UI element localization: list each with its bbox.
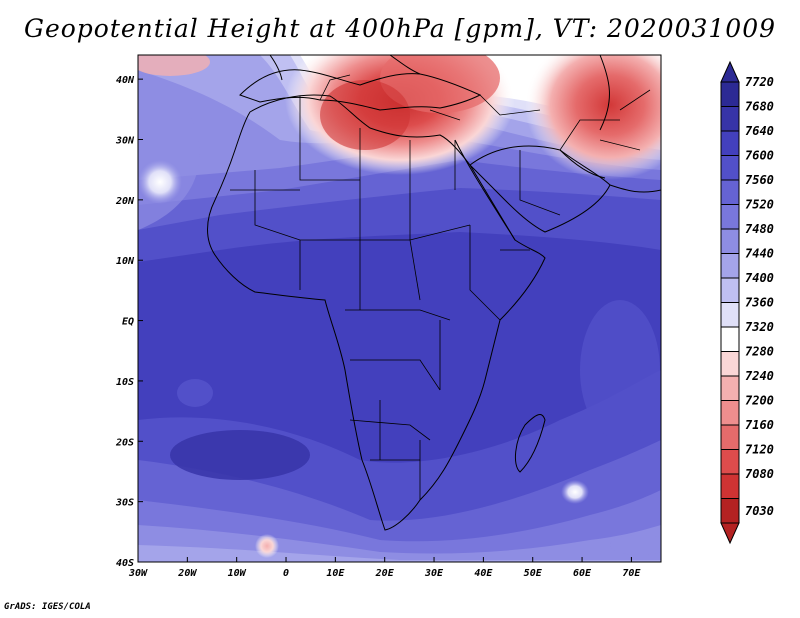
colorbar-swatch	[720, 81, 740, 107]
colorbar-label: 7080	[745, 467, 774, 481]
colorbar-swatch	[720, 179, 740, 205]
colorbar-label: 7120	[745, 443, 774, 457]
lon-tick-label: 20W	[177, 568, 197, 579]
lon-tick-label: 60E	[573, 568, 592, 579]
colorbar-swatch	[720, 498, 740, 524]
lat-tick-label: EQ	[122, 317, 134, 328]
colorbar-swatch	[720, 400, 740, 426]
colorbar-label: 7520	[745, 198, 774, 212]
colorbar-label: 7240	[745, 369, 774, 383]
lat-tick-label: 20S	[115, 437, 134, 448]
colorbar-swatch	[720, 204, 740, 230]
colorbar-swatch	[720, 424, 740, 450]
colorbar-label: 7640	[745, 124, 774, 138]
lat-tick-label: 30N	[115, 136, 135, 147]
colorbar-swatch	[720, 351, 740, 377]
colorbar-label: 7680	[745, 100, 774, 114]
lat-tick-label: 40S	[116, 558, 134, 569]
colorbar-label: 7480	[745, 222, 774, 236]
colorbar-swatch	[720, 375, 740, 401]
lat-tick-label: 20N	[115, 196, 135, 207]
lat-tick-label: 40N	[116, 75, 135, 86]
colorbar-swatch	[720, 106, 740, 132]
colorbar-swatch	[720, 130, 740, 156]
colorbar-label: 7720	[745, 75, 774, 89]
colorbar-label: 7280	[745, 345, 774, 359]
colorbar-swatch	[720, 253, 740, 279]
latitude-axis: 40N 30N 20N 10N EQ 10S 20S 30S 40S	[115, 75, 143, 569]
colorbar-swatch	[720, 228, 740, 254]
colorbar-swatch	[720, 449, 740, 475]
lon-tick-label: 20E	[375, 568, 395, 579]
colorbar-label: 7200	[745, 394, 774, 408]
colorbar-swatch	[720, 473, 740, 499]
lon-tick-label: 50E	[524, 568, 543, 579]
lon-tick-label: 0	[283, 568, 289, 579]
colorbar-swatch	[720, 302, 740, 328]
lat-tick-label: 10N	[116, 256, 135, 267]
colorbar-label: 7320	[745, 320, 774, 334]
credit-text: GrADS: IGES/COLA	[4, 602, 91, 612]
plot-frame	[137, 54, 662, 563]
colorbar-bottom-arrow	[720, 522, 740, 545]
lon-tick-label: 10W	[228, 568, 247, 579]
colorbar: 7720 7680 7640 7600 7560 7520 7480 7440 7400 7360…	[720, 60, 774, 545]
lon-tick-label: 10E	[326, 568, 345, 579]
colorbar-label: 7360	[745, 296, 774, 310]
colorbar-label: 7600	[745, 149, 774, 163]
height-field	[138, 55, 661, 562]
borders	[230, 74, 651, 500]
longitude-axis: 30W 20W 10W 0 10E 20E 30E 40E 50E 60E 70E	[128, 557, 641, 579]
lon-tick-label: 30W	[128, 568, 148, 579]
colorbar-label: 7400	[745, 271, 774, 285]
chart-title: Geopotential Height at 400hPa [gpm], VT:…	[23, 14, 777, 43]
colorbar-label: 7560	[745, 173, 774, 187]
colorbar-label: 7160	[745, 418, 774, 432]
map-figure: 30W 20W 10W 0 10E 20E 30E 40E 50E 60E 70E 40N 30N 20…	[115, 54, 774, 579]
colorbar-swatch	[720, 155, 740, 181]
lon-tick-label: 40E	[474, 568, 493, 579]
colorbar-top-arrow	[720, 60, 740, 83]
lon-tick-label: 70E	[622, 568, 641, 579]
colorbar-label: 7030	[745, 504, 774, 518]
lat-tick-label: 10S	[116, 377, 134, 388]
colorbar-swatch	[720, 277, 740, 303]
lat-tick-label: 30S	[115, 498, 134, 509]
colorbar-swatch	[720, 326, 740, 352]
colorbar-label: 7440	[745, 247, 774, 261]
lon-tick-label: 30E	[424, 568, 444, 579]
